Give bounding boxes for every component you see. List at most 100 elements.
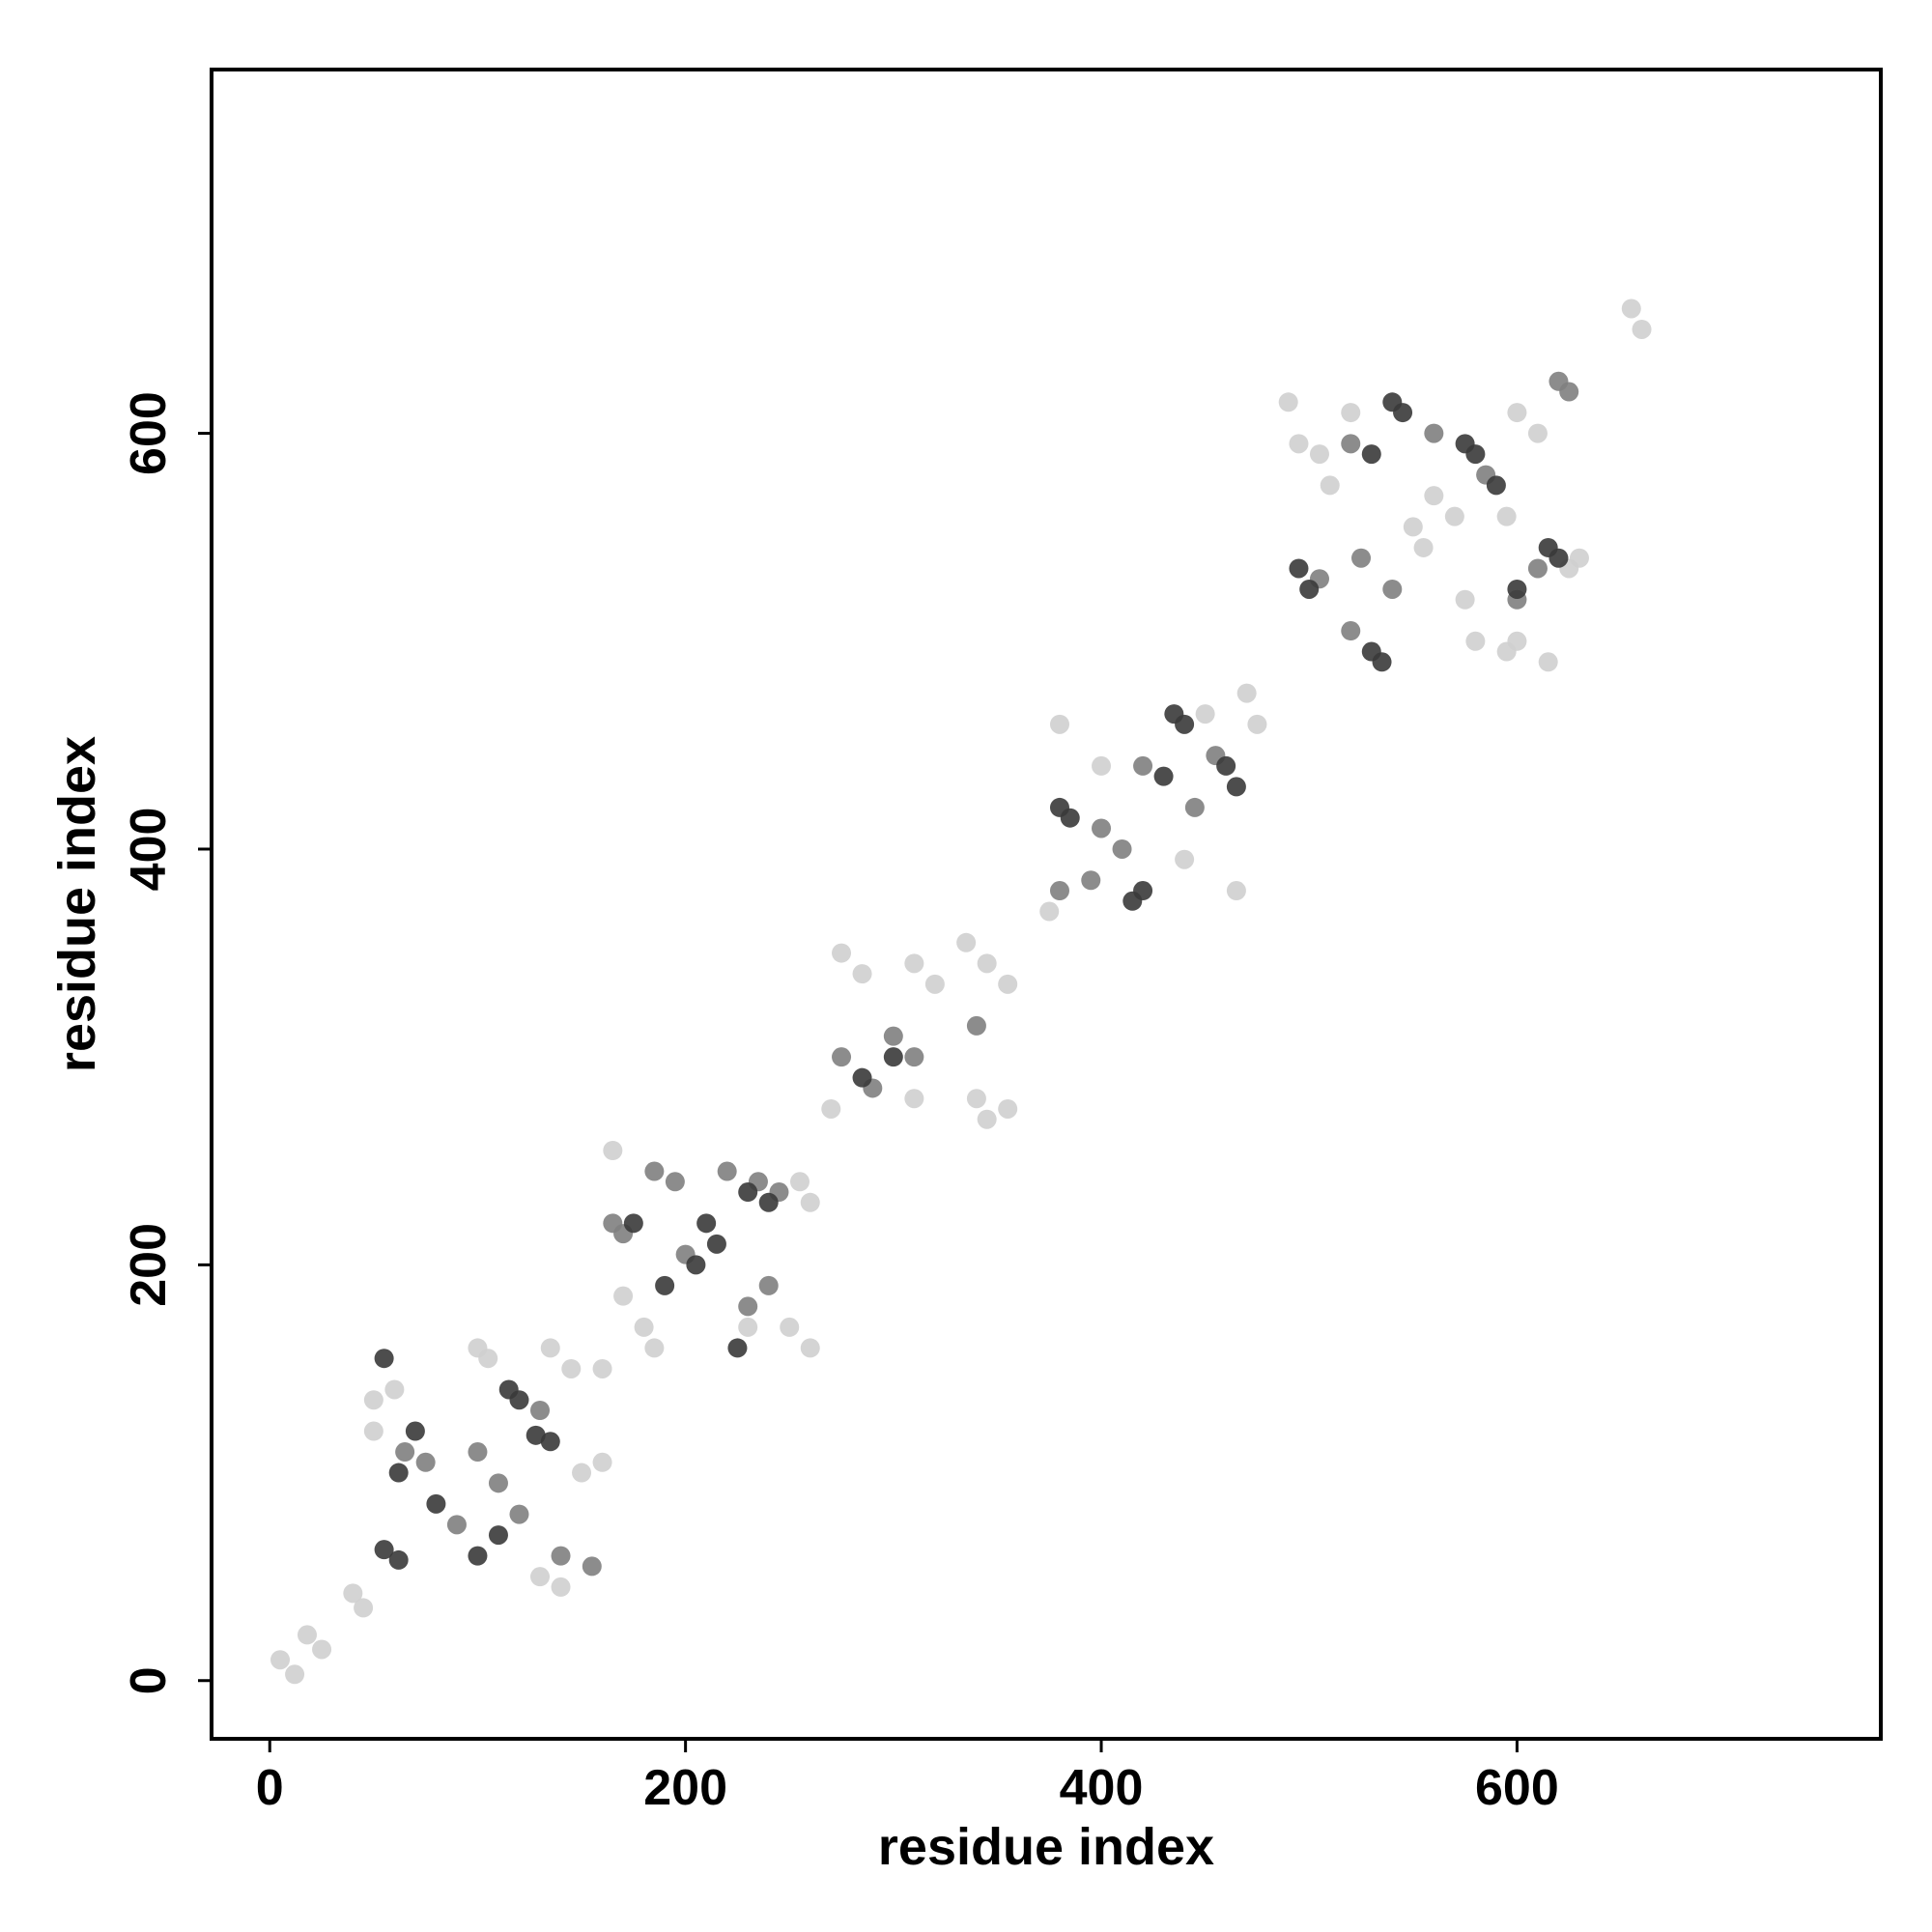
point bbox=[1122, 891, 1143, 911]
point bbox=[1507, 403, 1527, 423]
point bbox=[832, 943, 852, 963]
point bbox=[1455, 589, 1475, 610]
point bbox=[572, 1463, 592, 1483]
point bbox=[696, 1213, 717, 1234]
point bbox=[446, 1515, 467, 1535]
point bbox=[717, 1161, 737, 1181]
point bbox=[1049, 714, 1069, 734]
point bbox=[1289, 558, 1309, 579]
point bbox=[1486, 475, 1506, 496]
point bbox=[904, 1047, 924, 1067]
point bbox=[1216, 755, 1236, 776]
point bbox=[1413, 537, 1434, 557]
y-tick-label: 0 bbox=[121, 1666, 177, 1694]
point bbox=[415, 1452, 436, 1472]
point bbox=[1320, 475, 1340, 496]
point bbox=[1153, 766, 1174, 786]
point bbox=[1507, 631, 1527, 651]
point bbox=[998, 974, 1018, 994]
point bbox=[395, 1442, 415, 1463]
point bbox=[789, 1172, 810, 1192]
x-tick-label: 400 bbox=[1060, 1760, 1144, 1816]
point bbox=[509, 1504, 529, 1524]
x-tick-label: 200 bbox=[643, 1760, 727, 1816]
point bbox=[1039, 901, 1060, 922]
point bbox=[1133, 755, 1153, 776]
point bbox=[738, 1317, 758, 1337]
point bbox=[800, 1192, 820, 1212]
point bbox=[1632, 319, 1652, 339]
point bbox=[1289, 434, 1309, 454]
point bbox=[738, 1182, 758, 1203]
point bbox=[1226, 777, 1246, 797]
point bbox=[1465, 631, 1486, 651]
point bbox=[956, 932, 977, 952]
point bbox=[998, 1098, 1018, 1119]
x-tick-label: 600 bbox=[1475, 1760, 1559, 1816]
point bbox=[270, 1650, 291, 1670]
point bbox=[1444, 506, 1464, 526]
point bbox=[1372, 652, 1392, 672]
point bbox=[540, 1338, 560, 1358]
point bbox=[540, 1432, 560, 1452]
point bbox=[924, 974, 945, 994]
point bbox=[613, 1286, 634, 1306]
point bbox=[1527, 423, 1548, 443]
point bbox=[758, 1192, 779, 1212]
point bbox=[727, 1338, 748, 1358]
point bbox=[526, 1425, 546, 1445]
point bbox=[1538, 652, 1558, 672]
point bbox=[530, 1567, 551, 1587]
point bbox=[509, 1390, 529, 1410]
point bbox=[1112, 838, 1132, 859]
point bbox=[1049, 881, 1069, 901]
point bbox=[1184, 797, 1205, 817]
point-group bbox=[395, 371, 1579, 1577]
x-tick-label: 0 bbox=[256, 1760, 284, 1816]
point bbox=[405, 1421, 425, 1441]
point bbox=[468, 1442, 488, 1463]
point bbox=[832, 1047, 852, 1067]
point bbox=[1236, 683, 1257, 703]
point bbox=[592, 1452, 612, 1472]
point bbox=[530, 1400, 551, 1420]
point bbox=[468, 1546, 488, 1566]
point-group bbox=[374, 392, 1569, 1570]
point bbox=[966, 1089, 986, 1109]
point bbox=[686, 1255, 706, 1275]
point bbox=[1569, 548, 1589, 568]
point bbox=[1559, 382, 1579, 402]
y-tick-label: 600 bbox=[121, 391, 177, 475]
point bbox=[592, 1358, 612, 1378]
point bbox=[388, 1463, 409, 1483]
point bbox=[623, 1213, 643, 1234]
point bbox=[561, 1358, 582, 1378]
point bbox=[644, 1161, 665, 1181]
point bbox=[1341, 403, 1361, 423]
point bbox=[1278, 392, 1298, 412]
point bbox=[852, 1067, 872, 1088]
point bbox=[1299, 579, 1320, 599]
point bbox=[655, 1275, 675, 1295]
point bbox=[1424, 423, 1444, 443]
point bbox=[488, 1525, 508, 1546]
point bbox=[1393, 403, 1413, 423]
point bbox=[1465, 444, 1486, 465]
point bbox=[297, 1625, 317, 1645]
point bbox=[634, 1317, 654, 1337]
point bbox=[738, 1296, 758, 1317]
point bbox=[1341, 434, 1361, 454]
point bbox=[644, 1338, 665, 1358]
point bbox=[363, 1390, 384, 1410]
point bbox=[977, 1109, 997, 1129]
point bbox=[1175, 714, 1195, 734]
y-tick-label: 200 bbox=[121, 1223, 177, 1307]
point bbox=[374, 1540, 394, 1560]
point bbox=[977, 953, 997, 974]
point-group bbox=[270, 298, 1652, 1685]
point bbox=[1621, 298, 1641, 319]
point bbox=[904, 1089, 924, 1109]
point bbox=[1195, 704, 1215, 724]
point bbox=[821, 1098, 841, 1119]
y-tick-label: 400 bbox=[121, 808, 177, 892]
